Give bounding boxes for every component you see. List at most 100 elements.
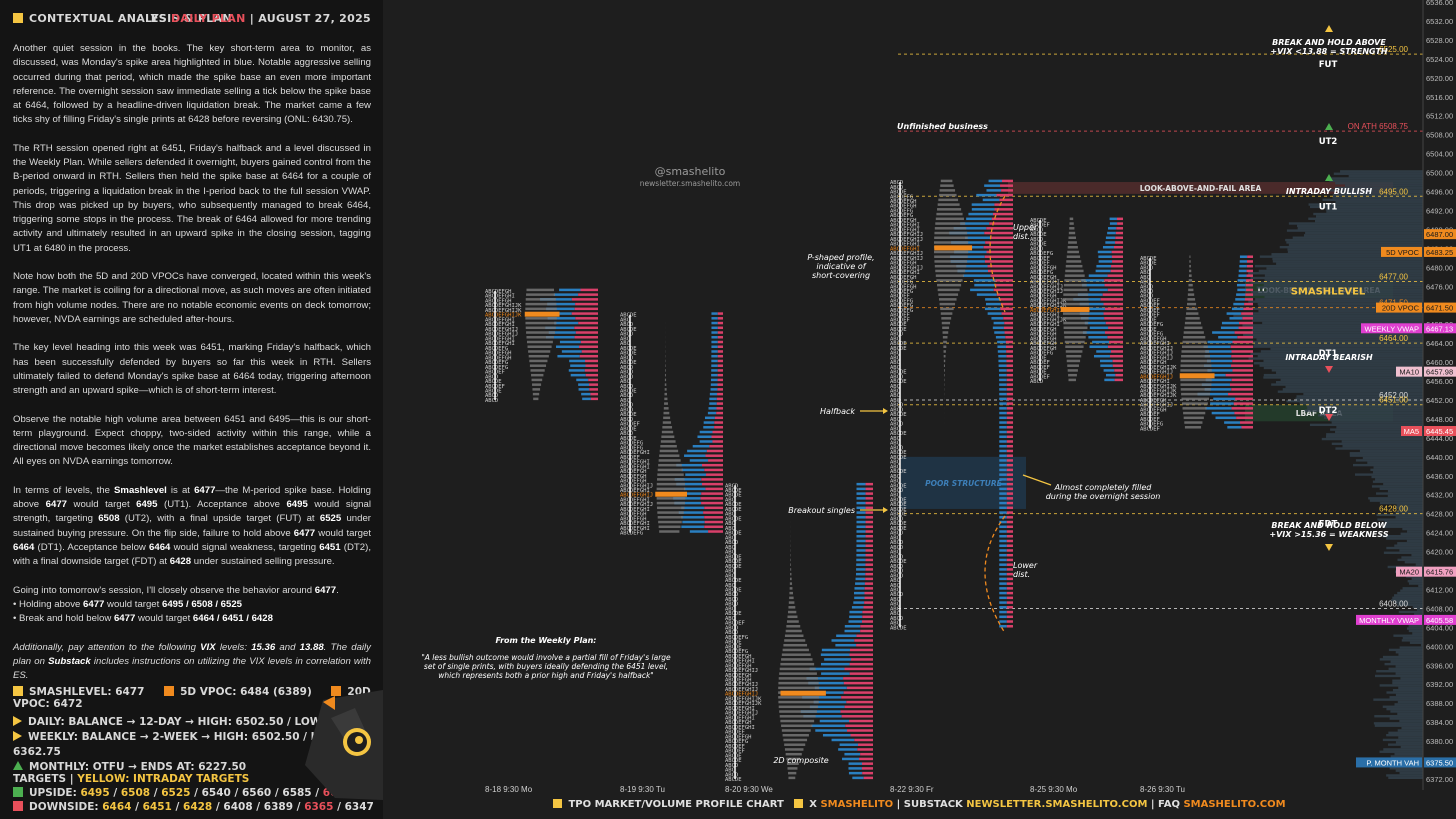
tpo-profile-bar	[663, 416, 671, 420]
price-tag-box	[1424, 614, 1456, 625]
composite-volume-bar	[1263, 373, 1423, 377]
indicator-tag-box	[1396, 566, 1422, 577]
composite-volume-bar	[1242, 324, 1423, 327]
composite-volume-bar	[1401, 556, 1423, 559]
composite-volume-bar	[1271, 383, 1423, 386]
text-run: 6477	[83, 598, 105, 610]
volume-bar-sell	[1006, 392, 1013, 396]
tpo-letters: ABCDEFGH	[1140, 336, 1167, 342]
composite-volume-bar	[1402, 636, 1423, 640]
tpo-letters: ABCDEFGH	[620, 469, 647, 475]
target-value: 6540	[201, 787, 231, 799]
volume-bar-buy	[999, 492, 1007, 495]
volume-bar-sell	[581, 350, 598, 353]
volume-bar-buy	[831, 738, 855, 742]
composite-volume-bar	[1395, 741, 1423, 744]
composite-volume-bar	[1389, 767, 1423, 770]
tpo-profile-bar	[525, 302, 557, 306]
tpo-profile-bar	[664, 402, 668, 405]
arrow-head	[883, 408, 888, 414]
price-tag-value: 6487.00	[1426, 230, 1453, 239]
composite-volume-bar	[1390, 660, 1423, 663]
volume-bar-sell	[716, 397, 723, 401]
upside-label: UPSIDE:	[29, 787, 77, 799]
faq-link[interactable]: SMASHELITO.COM	[1183, 799, 1286, 810]
volume-bar-sell	[1115, 236, 1123, 240]
volume-bar-sell	[705, 487, 723, 491]
text-run: under sustained buying pressure. On the …	[13, 513, 371, 539]
text-run: Additionally, pay attention to the follo…	[13, 641, 201, 653]
tpo-profile-bar	[529, 364, 547, 367]
tpo-letters: ABCDE	[1140, 256, 1157, 262]
volume-bar-sell	[849, 672, 873, 675]
volume-bar-buy	[1210, 402, 1234, 405]
composite-volume-bar	[1386, 774, 1423, 777]
volume-bar-sell	[1100, 298, 1123, 301]
weekly-plan-quote: set of single prints, with buyers ideall…	[424, 662, 668, 671]
volume-bar-buy	[835, 643, 857, 647]
volume-bar-buy	[831, 639, 855, 642]
tpo-letters: ABC	[890, 493, 900, 499]
tpo-letters: ABCDE	[485, 389, 502, 395]
composite-volume-bar	[1397, 591, 1423, 595]
volume-bar-buy	[856, 511, 866, 514]
tpo-letters: ABCDEFGH	[725, 663, 752, 669]
volume-bar-sell	[1232, 340, 1253, 344]
tpo-profile-bar	[942, 336, 948, 339]
volume-bar-sell	[1231, 378, 1253, 382]
target-value: 6451	[142, 801, 172, 813]
volume-bar-buy	[1226, 312, 1242, 315]
tpo-profile-bar	[1067, 245, 1078, 249]
volume-bar-sell	[1004, 321, 1013, 325]
tpo-letters: ABCDE	[890, 346, 907, 352]
composite-volume-bar	[1332, 196, 1423, 199]
target-separator: /	[171, 801, 184, 813]
volume-bar-sell	[1232, 359, 1253, 363]
tpo-profile-bar	[1066, 255, 1081, 258]
y-axis-tick-label: 6404.00	[1426, 623, 1453, 632]
volume-bar-sell	[993, 288, 1013, 292]
tpo-profile-bar	[658, 525, 681, 529]
text-run: 6477	[113, 613, 136, 624]
tpo-letters: ABCDE	[725, 753, 742, 759]
volume-bar-buy	[856, 520, 866, 524]
volume-bar-buy	[692, 444, 710, 448]
volume-bar-buy	[854, 591, 865, 595]
volume-bar-sell	[578, 293, 598, 296]
tpo-letters: ABCDE	[890, 412, 907, 418]
volume-bar-buy	[953, 227, 987, 230]
tpo-profile-bar	[663, 411, 670, 415]
volume-bar-buy	[999, 435, 1007, 439]
level-value-label: 6408.00	[1379, 599, 1408, 608]
annotation-p-shaped: indicative of	[816, 262, 866, 271]
composite-volume-bar	[1383, 748, 1423, 751]
price-tag-value: 6415.76	[1426, 568, 1453, 577]
annotation-break-above: BREAK AND HOLD ABOVE	[1272, 38, 1386, 47]
tpo-letters: ABCDEFGH	[725, 673, 752, 679]
tpo-letters: ABCDE	[725, 611, 742, 617]
volume-bar-buy	[971, 203, 995, 206]
tpo-profile-bar	[1181, 402, 1208, 405]
volume-bar-sell	[717, 326, 723, 330]
tpo-profile-bar	[789, 591, 793, 595]
tpo-letters: ABC	[890, 436, 900, 442]
tpo-profile-bar	[525, 321, 557, 325]
x-handle-link[interactable]: SMASHELITO	[820, 799, 894, 810]
tpo-letters: ABCDEFGHI	[1140, 379, 1170, 385]
substack-link[interactable]: NEWSLETTER.SMASHELITO.COM	[966, 799, 1148, 810]
composite-volume-bar	[1390, 755, 1423, 758]
tpo-letters: ABCDEFGHI	[890, 270, 920, 276]
target-separator: /	[150, 787, 162, 799]
tpo-profile-bar	[1066, 260, 1082, 263]
volume-bar-buy	[999, 568, 1007, 571]
volume-bar-buy	[1205, 378, 1232, 382]
composite-volume-bar	[1331, 421, 1423, 424]
tpo-letters: ABCDE	[620, 346, 637, 352]
text-run: Smashlevel	[114, 484, 167, 496]
tpo-letters: ABCDE	[620, 351, 637, 357]
volume-bar-sell	[989, 222, 1013, 225]
volume-bar-buy	[998, 369, 1007, 372]
tpo-profile-bar	[1189, 269, 1192, 273]
volume-bar-buy	[685, 473, 707, 476]
volume-bar-buy	[999, 468, 1007, 472]
